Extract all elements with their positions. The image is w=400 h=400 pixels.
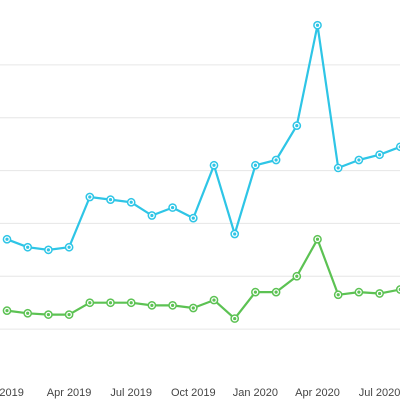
data-point-center <box>378 153 382 157</box>
data-point-center <box>336 166 340 170</box>
data-point-center <box>212 163 216 167</box>
data-point-center <box>378 291 382 296</box>
x-axis: n 2019 Apr 2019 Jul 2019 Oct 2019 Jan 2020 Ap… <box>0 387 400 399</box>
data-point-center <box>212 298 216 302</box>
x-tick-label: Jul 2019 <box>110 387 152 399</box>
x-tick-label: Apr 2020 <box>295 387 340 399</box>
data-point-center <box>129 301 133 305</box>
x-tick-label: n 2019 <box>0 387 24 399</box>
data-point-center <box>129 200 133 204</box>
data-point[interactable] <box>395 142 400 152</box>
x-tick-label: Oct 2019 <box>171 387 216 399</box>
data-point-center <box>191 216 195 220</box>
data-point-center <box>357 290 361 294</box>
data-point-center <box>233 316 237 321</box>
data-point-center <box>26 245 30 249</box>
series-layer <box>2 20 400 323</box>
series-1 <box>2 234 400 323</box>
data-point-center <box>108 198 113 202</box>
x-tick-label: Jan 2020 <box>233 387 278 399</box>
data-point-center <box>315 23 320 27</box>
data-point-center <box>357 158 361 162</box>
data-point-center <box>67 245 71 249</box>
data-point-center <box>191 306 195 310</box>
data-point-center <box>5 237 9 241</box>
data-point-center <box>88 195 92 199</box>
data-point-center <box>88 301 92 305</box>
data-point-center <box>253 163 257 167</box>
x-tick-label: Apr 2019 <box>47 387 92 399</box>
data-point-center <box>295 274 299 278</box>
data-point-center <box>150 303 154 307</box>
data-point-center <box>46 248 51 252</box>
data-point-center <box>171 303 175 307</box>
data-point-center <box>274 290 278 294</box>
x-tick-label: Jul 2020 <box>359 387 400 399</box>
data-point-center <box>26 311 30 315</box>
data-point-center <box>46 313 51 317</box>
data-point-center <box>171 205 175 210</box>
data-point-center <box>336 293 340 297</box>
data-point-center <box>150 213 154 218</box>
series-line <box>5 238 400 320</box>
data-point[interactable] <box>395 285 400 294</box>
data-point-center <box>233 232 237 236</box>
data-point-center <box>5 309 9 313</box>
data-point-center <box>315 237 320 241</box>
series-0 <box>2 20 400 255</box>
data-point-center <box>295 124 299 128</box>
series-line <box>5 24 400 251</box>
data-point-center <box>108 301 113 305</box>
data-point-center <box>274 158 278 162</box>
data-point-center <box>253 290 257 294</box>
grid-layer <box>0 64 400 330</box>
data-point-center <box>67 313 71 317</box>
